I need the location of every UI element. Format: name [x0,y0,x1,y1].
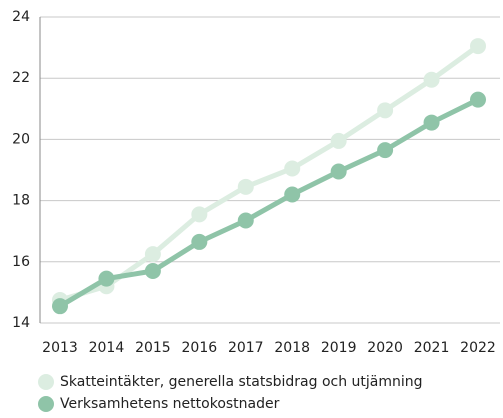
series-line [59,44,480,303]
x-tick-label: 2016 [182,340,218,356]
series-line [58,97,480,309]
data-point [144,246,161,263]
data-point [423,114,440,131]
data-point [330,163,347,180]
data-point [377,102,394,119]
y-tick-label: 14 [12,315,30,331]
data-point [470,38,486,55]
data-point [284,160,301,177]
y-tick-label: 18 [12,193,30,209]
x-tick-label: 2014 [89,340,125,356]
legend-swatch [38,374,54,390]
y-tick-label: 20 [12,131,30,147]
data-point [284,186,301,203]
x-tick-label: 2018 [274,340,310,356]
data-point [470,91,486,108]
y-tick-label: 22 [12,70,30,86]
data-point [52,298,68,315]
y-tick-label: 24 [12,9,30,25]
data-point [237,178,254,195]
data-point [237,212,254,229]
data-point [144,262,161,279]
legend-swatch [38,396,54,412]
legend-label: Verksamhetens nettokostnader [60,396,280,412]
x-tick-label: 2022 [460,340,496,356]
data-point [423,71,440,88]
data-point [330,132,347,149]
x-tick-label: 2020 [367,340,403,356]
data-point [377,142,394,159]
data-point [191,206,208,223]
x-tick-label: 2013 [42,340,78,356]
data-point [98,270,115,287]
x-tick-label: 2019 [321,340,357,356]
x-tick-label: 2015 [135,340,171,356]
y-tick-label: 16 [12,254,30,270]
data-point [191,233,208,250]
x-tick-label: 2017 [228,340,264,356]
legend-label: Skatteintäkter, generella statsbidrag oc… [60,374,423,390]
x-tick-label: 2021 [414,340,450,356]
